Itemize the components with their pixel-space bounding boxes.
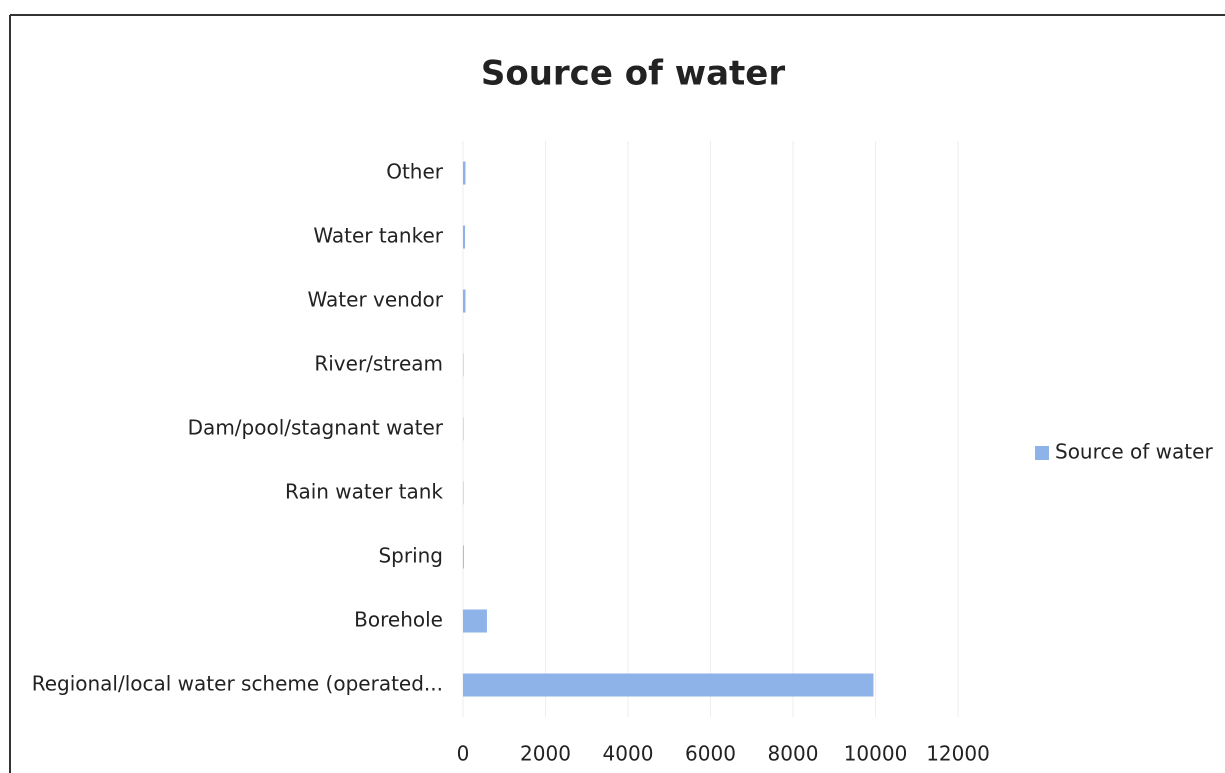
x-tick-label: 4000 bbox=[603, 742, 654, 766]
legend-swatch bbox=[1035, 446, 1049, 460]
legend-label: Source of water bbox=[1055, 440, 1213, 464]
bar bbox=[463, 545, 464, 569]
y-tick-label: Water tanker bbox=[313, 224, 443, 248]
bar bbox=[463, 673, 874, 697]
y-tick-label: Spring bbox=[378, 544, 443, 568]
y-tick-label: Borehole bbox=[354, 608, 443, 632]
y-tick-label: Other bbox=[386, 160, 444, 184]
chart-title: Source of water bbox=[481, 54, 786, 94]
x-tick-label: 10000 bbox=[844, 742, 908, 766]
bar bbox=[463, 225, 466, 249]
y-tick-label: Rain water tank bbox=[285, 480, 443, 504]
bar bbox=[463, 161, 466, 185]
x-tick-label: 2000 bbox=[520, 742, 571, 766]
x-tick-label: 0 bbox=[457, 742, 470, 766]
bar bbox=[463, 289, 466, 313]
y-tick-label: Dam/pool/stagnant water bbox=[188, 416, 444, 440]
x-tick-label: 8000 bbox=[768, 742, 819, 766]
bar bbox=[463, 609, 487, 633]
y-tick-label: Regional/local water scheme (operated... bbox=[32, 672, 443, 696]
y-tick-label: River/stream bbox=[314, 352, 443, 376]
y-tick-label: Water vendor bbox=[308, 288, 444, 312]
x-tick-label: 6000 bbox=[685, 742, 736, 766]
x-tick-label: 12000 bbox=[926, 742, 990, 766]
